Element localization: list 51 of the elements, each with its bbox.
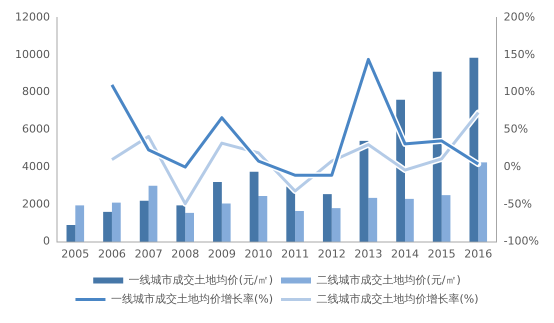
x-tick-label: 2014: [391, 247, 419, 260]
legend-label: 一线城市成交土地均价(元/㎡): [128, 273, 274, 286]
bar: [66, 224, 76, 242]
bar: [222, 204, 231, 242]
y2-tick-label: 150%: [504, 48, 536, 61]
y-tick-label: 6000: [22, 122, 50, 136]
bar: [442, 195, 450, 242]
x-tick-label: 2008: [171, 247, 200, 260]
x-tick-label: 2011: [281, 247, 310, 260]
bar: [332, 208, 341, 242]
y-tick-label: 4000: [22, 160, 50, 173]
bar: [368, 198, 378, 242]
y-tick-label: 2000: [22, 197, 50, 210]
y2-tick-label: 0%: [504, 160, 522, 173]
legend-label: 二线城市成交土地均价增长率(%): [316, 292, 479, 306]
y-tick-label: 10000: [14, 48, 50, 61]
bar: [469, 58, 478, 242]
x-tick-label: 2006: [98, 247, 126, 260]
x-tick-label: 2016: [464, 247, 492, 260]
x-tick-label: 2012: [318, 247, 346, 260]
x-tick-label: 2009: [208, 247, 236, 260]
bar: [75, 205, 84, 242]
bar: [250, 172, 258, 242]
x-tick-label: 2015: [428, 247, 456, 260]
legend-label: 一线城市成交土地均价增长率(%): [110, 292, 274, 306]
y2-tick-label: -50%: [504, 197, 532, 210]
y2-tick-label: -100%: [504, 234, 540, 248]
bar: [405, 198, 414, 242]
bar: [213, 182, 222, 242]
bar: [322, 194, 332, 242]
y2-tick-label: 100%: [504, 85, 536, 98]
x-tick-label: 2010: [244, 247, 272, 260]
y-tick-label: 8000: [22, 85, 50, 98]
bar: [140, 200, 149, 242]
y-tick-label: 12000: [14, 10, 50, 24]
bar: [185, 212, 194, 242]
legend-label: 二线城市成交土地均价(元/㎡): [316, 273, 461, 286]
bar: [112, 202, 121, 242]
y2-tick-label: 200%: [504, 10, 536, 24]
x-tick-label: 2005: [61, 247, 90, 260]
bar: [103, 212, 112, 242]
bar: [258, 196, 268, 242]
bar: [478, 162, 488, 242]
bar: [295, 210, 304, 242]
y-tick-label: 0: [42, 234, 50, 248]
bar: [176, 205, 186, 242]
x-tick-label: 2013: [354, 247, 382, 260]
y2-tick-label: 50%: [504, 122, 528, 136]
x-tick-label: 2007: [134, 247, 163, 260]
bar: [360, 140, 368, 242]
bar: [148, 186, 158, 242]
